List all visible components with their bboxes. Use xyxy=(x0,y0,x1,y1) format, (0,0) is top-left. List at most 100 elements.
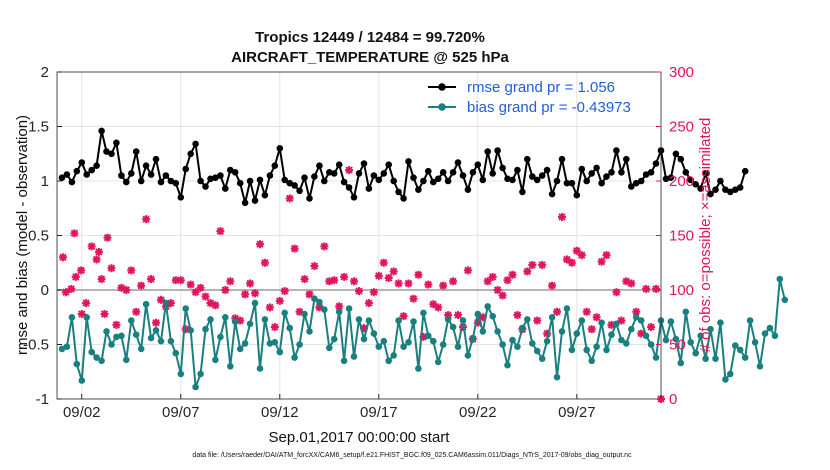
obs-marker xyxy=(528,260,537,269)
y-tick-label-left: 1 xyxy=(41,173,49,190)
bias-point xyxy=(642,332,650,340)
bias-point xyxy=(400,343,407,351)
bias-point xyxy=(464,352,472,359)
bias-point xyxy=(444,316,452,323)
bias-point xyxy=(563,305,571,312)
chart-title: Tropics 12449 / 12484 = 99.720% xyxy=(255,29,485,46)
bias-point xyxy=(207,316,214,323)
bias-point xyxy=(108,341,115,348)
bias-point xyxy=(83,314,90,321)
obs-marker xyxy=(107,264,116,273)
obs-marker xyxy=(577,251,586,260)
rmse-point xyxy=(157,178,165,186)
y-tick-label-right: 100 xyxy=(669,282,694,299)
bias-point xyxy=(98,357,105,365)
bias-point xyxy=(420,309,427,317)
rmse-point xyxy=(474,161,482,168)
rmse-point xyxy=(420,177,427,185)
x-tick-label: 09/17 xyxy=(360,404,398,421)
bias-point xyxy=(628,325,635,333)
obs-marker xyxy=(557,212,566,221)
bias-point xyxy=(533,347,541,355)
rmse-point xyxy=(321,177,328,185)
bias-point xyxy=(469,334,477,342)
rmse-point xyxy=(78,159,86,166)
rmse-point xyxy=(553,177,561,185)
obs-marker xyxy=(142,215,151,224)
obs-marker xyxy=(241,290,250,299)
legend: rmse grand pr = 1.056 bias grand pr = -0… xyxy=(428,79,631,116)
rmse-point xyxy=(538,172,546,179)
rmse-point xyxy=(241,199,249,207)
rmse-point xyxy=(177,194,185,201)
bias-point xyxy=(652,354,660,361)
y-axis-left-label: rmse and bias (model - observation) xyxy=(14,115,31,355)
bias-point xyxy=(682,308,690,316)
bias-point xyxy=(410,318,417,325)
bias-point xyxy=(727,370,734,378)
rmse-point xyxy=(385,161,393,168)
bias-point xyxy=(360,335,368,343)
rmse-point xyxy=(712,186,719,193)
obs-marker xyxy=(87,242,96,251)
obs-marker xyxy=(508,270,517,279)
bias-point xyxy=(301,310,308,318)
bias-point xyxy=(766,324,774,332)
obs-marker xyxy=(100,309,109,318)
bias-point xyxy=(732,342,739,349)
bias-point xyxy=(449,323,457,331)
obs-marker xyxy=(582,307,591,316)
rmse-point xyxy=(355,170,363,177)
bias-point xyxy=(771,332,779,340)
obs-marker xyxy=(77,266,86,275)
rmse-point xyxy=(291,182,298,189)
obs-marker xyxy=(503,276,512,285)
y-tick-label-left: 2 xyxy=(41,64,49,81)
obs-marker xyxy=(587,325,596,334)
bias-point xyxy=(306,328,313,335)
rmse-point xyxy=(434,175,442,183)
rmse-point xyxy=(390,177,398,185)
obs-marker xyxy=(290,244,299,253)
rmse-point xyxy=(360,160,368,167)
rmse-point xyxy=(301,174,308,181)
obs-marker xyxy=(513,311,522,320)
bias-point xyxy=(182,305,189,312)
x-tick-label: 09/12 xyxy=(261,404,299,421)
bias-point xyxy=(316,298,323,306)
bias-point xyxy=(370,330,378,337)
rmse-point xyxy=(494,147,501,154)
bias-point xyxy=(217,333,224,341)
rmse-point xyxy=(588,170,595,177)
obs-marker xyxy=(305,290,314,299)
bias-point xyxy=(781,296,789,304)
bias-point xyxy=(251,299,259,307)
obs-marker xyxy=(488,272,497,281)
rmse-point xyxy=(578,165,586,173)
obs-marker xyxy=(216,227,225,236)
rmse-point xyxy=(93,162,100,169)
bias-point xyxy=(623,340,630,347)
rmse-point xyxy=(672,150,680,158)
rmse-point xyxy=(375,176,383,184)
rmse-point xyxy=(311,173,318,180)
footnote: data file: /Users/raeder/DAI/ATM_forcXX/… xyxy=(192,452,632,459)
obs-marker xyxy=(548,281,557,290)
rmse-point xyxy=(499,164,506,172)
bias-point xyxy=(88,348,95,356)
rmse-point xyxy=(217,172,224,179)
rmse-point xyxy=(444,177,452,185)
rmse-point xyxy=(162,172,170,179)
obs-marker xyxy=(404,279,413,288)
rmse-point xyxy=(281,176,289,184)
rmse-point xyxy=(231,169,239,176)
bias-point xyxy=(662,336,670,344)
rmse-point xyxy=(687,176,694,184)
obs-marker xyxy=(82,299,91,308)
obs-marker xyxy=(424,280,433,289)
rmse-point xyxy=(251,197,259,204)
bias-point xyxy=(593,343,600,351)
obs-marker xyxy=(122,286,131,294)
bias-point xyxy=(128,317,135,324)
rmse-point xyxy=(618,169,625,176)
